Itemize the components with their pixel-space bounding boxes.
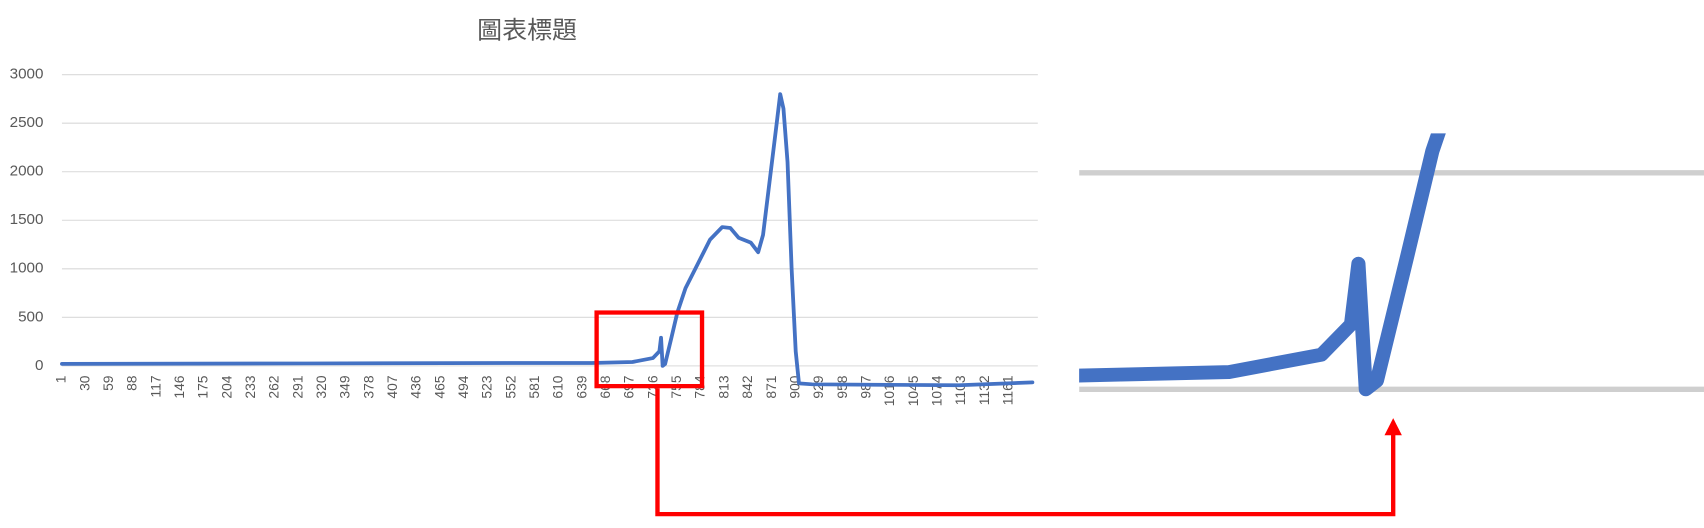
x-tick-label: 1045: [905, 375, 921, 406]
zoom-background: [1079, 133, 1704, 400]
x-tick-label: 320: [313, 375, 329, 398]
x-tick-label: 494: [455, 375, 471, 398]
x-tick-label: 88: [124, 375, 140, 391]
x-tick-label: 871: [763, 375, 779, 398]
x-tick-label: 204: [218, 375, 234, 398]
y-tick-label: 2500: [10, 114, 44, 131]
x-tick-label: 1103: [952, 375, 968, 405]
x-tick-label: 175: [195, 375, 211, 398]
x-tick-label: 1074: [928, 375, 944, 406]
main-plot: 0 500 1000 1500 2000 2500 3000 1 30 59 88 117 146 175…: [10, 66, 1038, 406]
arrow-line: [655, 388, 1396, 517]
x-tick-label: 436: [408, 375, 424, 398]
y-tick-label: 2000: [10, 163, 44, 180]
x-tick-label: 1161: [999, 375, 1015, 405]
x-tick-label: 1: [53, 375, 69, 383]
x-tick-label: 146: [171, 375, 187, 398]
x-tick-label: 117: [147, 375, 163, 397]
x-tick-label: 581: [526, 375, 542, 398]
x-tick-label: 378: [360, 375, 376, 398]
x-tick-label: 262: [266, 375, 282, 398]
y-tick-label: 1500: [10, 211, 44, 228]
x-tick-label: 30: [76, 375, 92, 391]
arrow-head: [1384, 418, 1402, 436]
x-tick-label: 813: [715, 375, 731, 398]
x-tick-label: 842: [739, 375, 755, 398]
y-tick-label: 1000: [10, 260, 44, 277]
y-tick-label: 0: [35, 357, 43, 374]
x-tick-label: 1132: [976, 375, 992, 405]
x-tick-label: 407: [384, 375, 400, 398]
zoom-inset: [1079, 133, 1704, 400]
x-tick-label: 523: [479, 375, 495, 398]
highlight-box: [594, 310, 705, 389]
x-tick-label: 1016: [881, 375, 897, 406]
x-tick-label: 465: [431, 375, 447, 398]
x-tick-label: 610: [550, 375, 566, 398]
x-tick-label: 552: [502, 375, 518, 398]
y-tick-label: 3000: [10, 66, 44, 83]
x-tick-label: 987: [857, 375, 873, 398]
x-tick-label: 233: [242, 375, 258, 398]
series-line: [60, 92, 1035, 388]
x-tick-label: 349: [337, 375, 353, 398]
x-tick-label: 291: [289, 375, 305, 398]
x-tick-label: 59: [100, 375, 116, 391]
x-tick-label: 639: [573, 375, 589, 398]
chart-title: 圖表標題: [477, 17, 577, 45]
x-tick-label: 958: [834, 375, 850, 398]
x-tick-label: 929: [810, 375, 826, 398]
series-line: [1079, 133, 1446, 397]
y-tick-label: 500: [18, 308, 43, 325]
